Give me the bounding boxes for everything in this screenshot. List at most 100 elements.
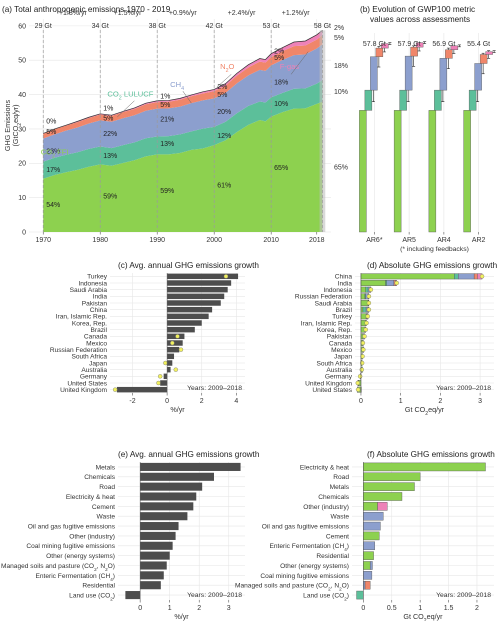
panel-e-bar — [125, 591, 141, 600]
panel-d-category-label: Canada — [329, 340, 352, 347]
panel-d-dot — [366, 294, 372, 299]
panel-c-bar — [167, 340, 183, 346]
share-label: 10% — [274, 101, 288, 108]
panel-a-xtick-label: 2000 — [206, 237, 222, 244]
panel-e-category-label: Land use (CO2) — [69, 592, 115, 601]
panel-c-dot — [223, 274, 229, 279]
panel-c-category-label: Turkey — [87, 274, 108, 281]
panel-f: (f) Absolute GHG emissions growth 0 0.5 1 1.… — [235, 450, 495, 621]
panel-d-xtick-label: 1 — [399, 398, 403, 405]
panel-e-category-label: Chemicals — [84, 474, 115, 481]
panel-c-bar — [163, 373, 168, 380]
gwp-bar-n2o — [479, 54, 488, 64]
panel-c-bar — [167, 280, 232, 286]
share-label: 20% — [217, 109, 231, 116]
panel-e: (e) Avg. annual GHG emissions growth 0 1 2 3… — [1, 450, 260, 621]
area-n2o — [43, 35, 323, 139]
panel-d-bar-ffi — [360, 293, 366, 300]
panel-e-title: (e) Avg. annual GHG emissions growth — [118, 450, 260, 459]
panel-e-xlabel: %/yr — [174, 612, 189, 621]
panel-f-bar-ch4 — [363, 541, 375, 551]
panel-c-dot — [112, 387, 118, 392]
panel-d-dot — [357, 374, 363, 379]
gwp-bar-ch4 — [404, 55, 413, 91]
panel-d-bar-ffi — [360, 306, 364, 313]
panel-c-bar — [116, 386, 168, 393]
share-label: 12% — [217, 133, 231, 140]
panel-a-xtick-label: 1980 — [92, 237, 108, 244]
panel-d-xlabel: Gt CO2eq/yr — [405, 405, 445, 417]
series-label-leader — [117, 100, 135, 118]
panel-e-category-label: Residential — [82, 583, 115, 590]
panel-d-dot — [362, 334, 367, 339]
gwp-bar-fgas — [485, 51, 493, 55]
panel-b-xtick-label: AR4 — [437, 237, 451, 244]
panel-c-xtick-label: 2 — [200, 398, 204, 405]
growth-label: +0.9%/yr — [169, 10, 197, 17]
panel-e-category-label: Road — [99, 484, 115, 491]
panel-a-xtick-label: 1990 — [149, 237, 165, 244]
panel-d-plot-bg — [355, 273, 494, 393]
panel-c: (c) Avg. annual GHG emissions growth -2 0 2… — [50, 261, 260, 414]
panel-c-xtick-label: 4 — [234, 398, 238, 405]
panel-f-category-label: Coal mining fugitive emissions — [260, 573, 349, 580]
gwp-bar-lulucf — [434, 89, 442, 111]
panel-f-xtick-label: 2 — [475, 605, 479, 612]
panel-a-xtick-label: 2010 — [263, 237, 279, 244]
panel-f-bar-ch4 — [369, 561, 373, 570]
area-ch4 — [43, 44, 323, 162]
total-label: 42 Gt — [206, 23, 223, 30]
panel-d-dot — [355, 387, 361, 392]
right-share-label: 65% — [334, 164, 348, 171]
panel-f-xtick-label: 0 — [361, 605, 365, 612]
panel-c-xtick-label: -2 — [129, 398, 135, 405]
panel-f-xlabel: Gt CO2eq/yr — [403, 612, 443, 621]
gwp-bar-n2o — [445, 49, 453, 59]
panel-b-footnote: (* including feedbacks) — [400, 246, 469, 253]
share-label: 2% — [217, 84, 227, 91]
panel-e-xtick-label: 1 — [168, 605, 172, 612]
total-label: 34 Gt — [92, 23, 109, 30]
panel-c-bar — [167, 326, 195, 333]
area-lulucf — [43, 80, 323, 179]
gwp-bar-n2o — [375, 47, 384, 57]
growth-label: +1.2%/yr — [282, 10, 310, 17]
panel-d-dot — [355, 380, 360, 386]
series-label-leader — [290, 51, 309, 75]
panel-c-category-label: South Africa — [71, 354, 107, 361]
gwp-bar-n2o — [410, 46, 418, 57]
panel-a-ylabel-line1: GHG Emissions — [3, 100, 12, 152]
share-label: 65% — [274, 165, 288, 172]
panel-c-dot — [175, 334, 180, 339]
panel-d: (d) Absolute GHG emissions growth 0 1 2 3 Chi… — [295, 261, 498, 417]
panel-f-bar-ffi — [363, 551, 374, 560]
share-label: 2% — [274, 49, 284, 56]
right-share-label: 5% — [334, 35, 344, 42]
panel-e-bar — [140, 581, 161, 590]
series-label-leader — [216, 74, 232, 88]
panel-e-bar — [140, 522, 179, 531]
panel-e-xtick-label: 0 — [138, 605, 142, 612]
panel-d-bar-lulucf — [362, 306, 367, 313]
panel-c-category-label: Indonesia — [78, 280, 107, 287]
gwp-bar-ffi — [463, 110, 471, 233]
panel-d-category-label: Saudi Arabia — [315, 300, 353, 307]
panel-d-dot — [359, 367, 364, 372]
panel-d-category-label: China — [335, 274, 353, 281]
panel-c-category-label: India — [93, 294, 108, 301]
panel-d-dot — [361, 347, 366, 352]
panel-e-bar — [140, 541, 173, 550]
panel-a-ylabel-line2: (GtCO2eq/yr) — [11, 105, 23, 147]
panel-f-bar-lulucf — [356, 590, 364, 600]
panel-d-category-label: India — [338, 280, 353, 287]
panel-c-bar — [160, 380, 168, 386]
panel-f-bar-ch4 — [363, 511, 384, 521]
panel-e-bar — [140, 472, 214, 481]
panel-d-category-label: South Africa — [316, 360, 352, 367]
panel-a-ytick-label: 50 — [18, 58, 26, 65]
panel-c-category-label: Brazil — [91, 327, 108, 334]
share-label: 5% — [217, 92, 227, 99]
panel-b-plot-bg — [357, 33, 496, 232]
panel-c-category-label: Russian Federation — [50, 347, 108, 354]
